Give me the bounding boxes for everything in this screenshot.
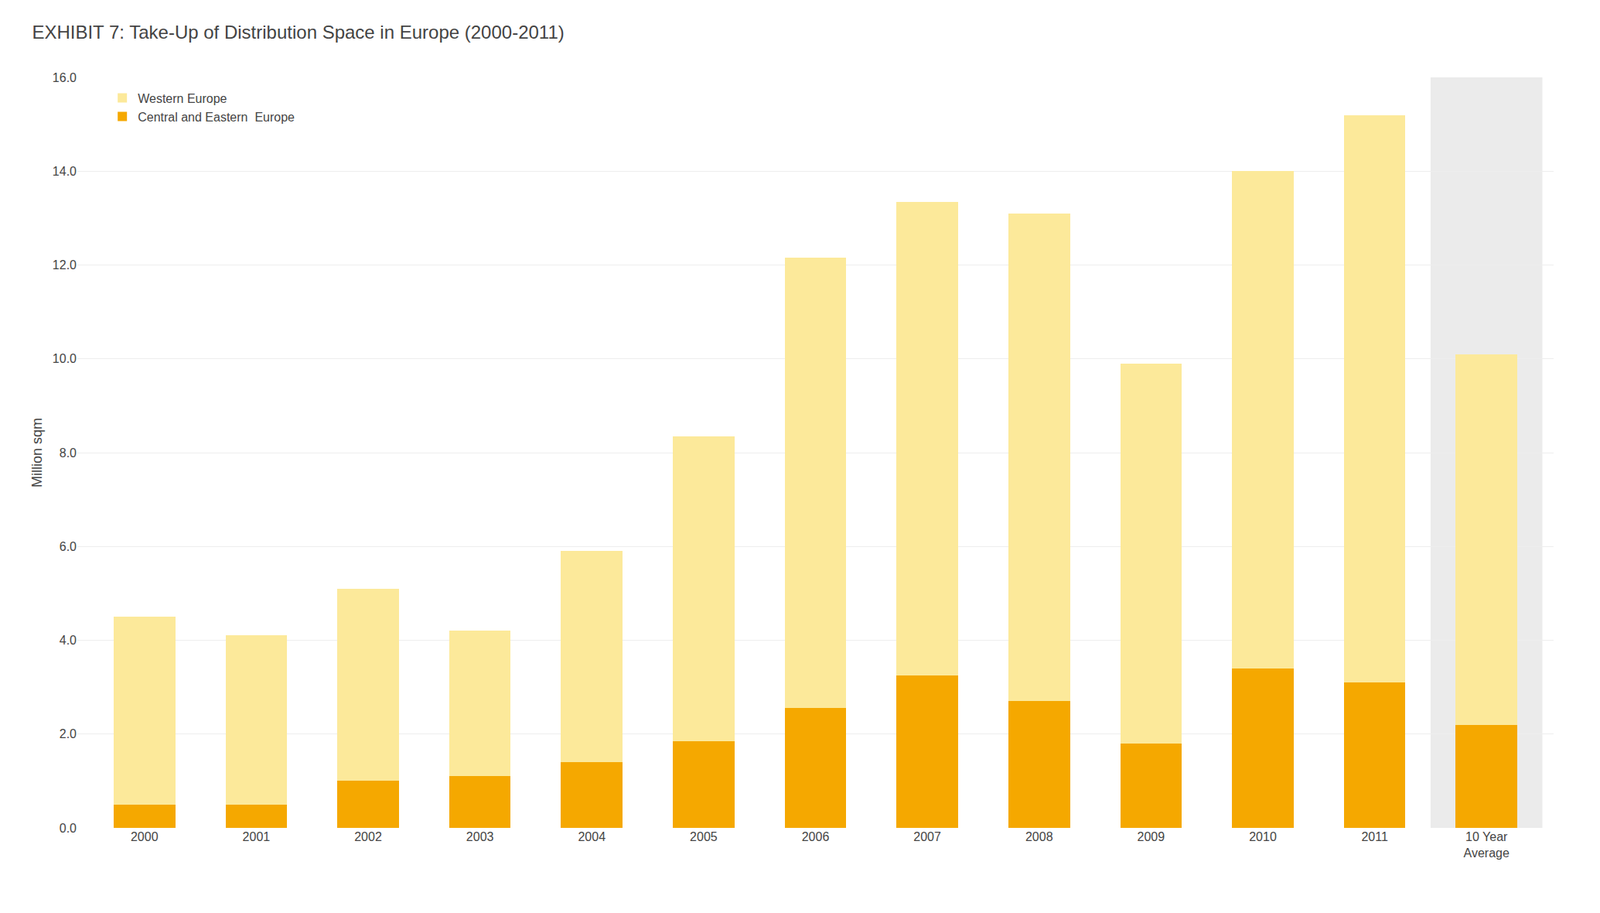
svg-text:2.0: 2.0 bbox=[59, 726, 77, 741]
svg-text:2005: 2005 bbox=[689, 829, 718, 843]
svg-text:Million sqm: Million sqm bbox=[29, 417, 45, 488]
svg-text:2008: 2008 bbox=[1025, 829, 1054, 843]
svg-text:2007: 2007 bbox=[913, 829, 942, 843]
svg-text:12.0: 12.0 bbox=[52, 258, 77, 272]
svg-text:Central and Eastern Europe: Central and Eastern Europe bbox=[137, 110, 295, 124]
svg-text:Western Europe: Western Europe bbox=[137, 92, 227, 106]
svg-text:4.0: 4.0 bbox=[59, 633, 77, 647]
svg-text:2004: 2004 bbox=[577, 829, 606, 843]
svg-text:2002: 2002 bbox=[354, 829, 383, 843]
svg-text:0.0: 0.0 bbox=[59, 821, 77, 835]
svg-text:2000: 2000 bbox=[130, 829, 159, 843]
svg-text:2009: 2009 bbox=[1137, 829, 1166, 843]
svg-text:2011: 2011 bbox=[1361, 829, 1389, 843]
svg-text:8.0: 8.0 bbox=[59, 446, 77, 460]
svg-text:2006: 2006 bbox=[801, 829, 830, 843]
svg-text:2010: 2010 bbox=[1248, 829, 1277, 843]
svg-text:14.0: 14.0 bbox=[52, 164, 77, 178]
svg-text:10 YearAverage: 10 YearAverage bbox=[1463, 829, 1510, 860]
svg-text:2001: 2001 bbox=[242, 829, 271, 843]
svg-text:16.0: 16.0 bbox=[52, 71, 77, 85]
svg-text:6.0: 6.0 bbox=[59, 539, 77, 553]
svg-text:2003: 2003 bbox=[466, 829, 495, 843]
svg-text:EXHIBIT 7: Take-Up of Distribu: EXHIBIT 7: Take-Up of Distribution Space… bbox=[31, 21, 564, 43]
svg-text:10.0: 10.0 bbox=[52, 351, 77, 366]
